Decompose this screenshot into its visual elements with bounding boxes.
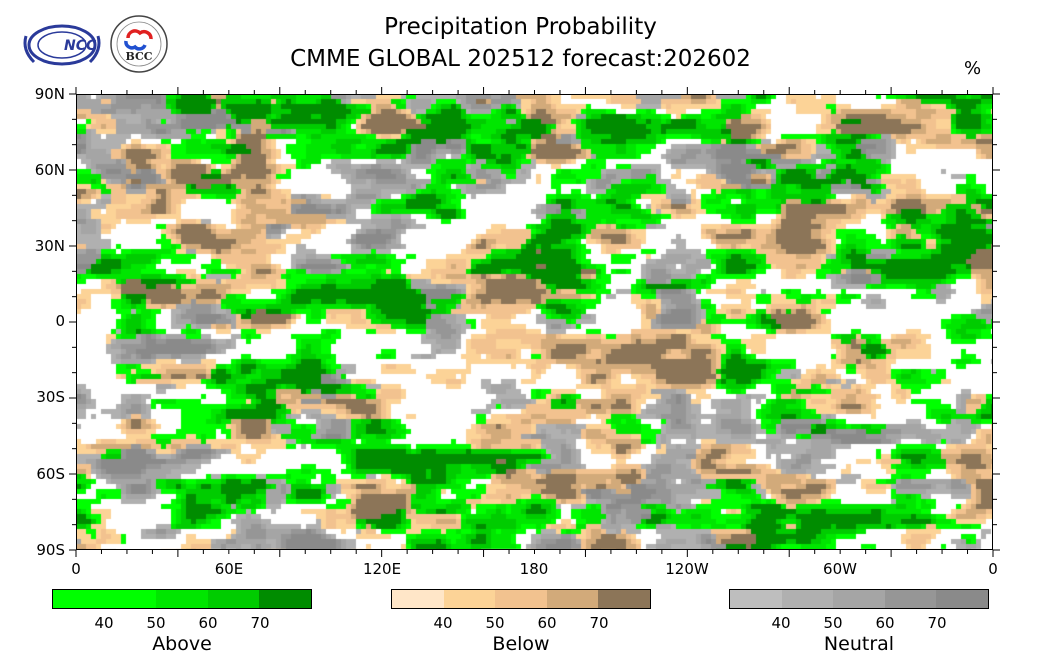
- colorbar-tick-label: 60: [875, 614, 895, 632]
- lat-label: 90N: [34, 85, 65, 103]
- lon-label: 120E: [362, 560, 402, 578]
- colorbar-above: [52, 589, 312, 609]
- lat-label: 90S: [36, 541, 65, 559]
- colorbar-swatch: [259, 590, 311, 608]
- lat-label: 30N: [34, 237, 65, 255]
- colorbar-tick-label: 50: [485, 614, 505, 632]
- lat-label: 30S: [36, 388, 65, 406]
- map-subtitle: CMME GLOBAL 202512 forecast:202602: [290, 46, 751, 72]
- lat-label: 60N: [34, 161, 65, 179]
- lon-label: 60W: [823, 560, 857, 578]
- colorbar-swatch: [781, 590, 834, 608]
- colorbar-swatch: [207, 590, 260, 608]
- colorbar-tick-label: 60: [537, 614, 557, 632]
- colorbar-tick-label: 50: [823, 614, 843, 632]
- lon-label: 120W: [665, 560, 709, 578]
- colorbar-tick-label: 70: [927, 614, 947, 632]
- lat-label: 60S: [36, 465, 65, 483]
- colorbar-title: Neutral: [823, 633, 895, 655]
- ncc-logo: NCC: [23, 24, 101, 66]
- lon-label: 0: [71, 560, 81, 578]
- unit-label: %: [964, 58, 982, 79]
- colorbar-swatch: [53, 590, 105, 608]
- map-title: Precipitation Probability: [384, 14, 657, 40]
- colorbar-below: [391, 589, 651, 609]
- lon-label: 60E: [214, 560, 244, 578]
- colorbar-swatch: [104, 590, 157, 608]
- lon-label: 180: [519, 560, 549, 578]
- colorbar-swatch: [936, 590, 988, 608]
- colorbar-swatch: [495, 590, 547, 608]
- bcc-logo: BCC: [110, 15, 168, 73]
- colorbar-tick-label: 40: [433, 614, 453, 632]
- lat-label: 0: [55, 312, 65, 330]
- colorbar-swatch: [598, 590, 650, 608]
- colorbar-swatch: [546, 590, 599, 608]
- colorbar-neutral: [729, 589, 989, 609]
- colorbar-tick-label: 60: [198, 614, 218, 632]
- svg-text:BCC: BCC: [125, 50, 152, 63]
- colorbar-tick-label: 50: [146, 614, 166, 632]
- colorbar-swatch: [730, 590, 782, 608]
- colorbar-swatch: [833, 590, 885, 608]
- colorbar-swatch: [156, 590, 208, 608]
- colorbar-title: Above: [152, 633, 212, 655]
- colorbar-tick-label: 70: [589, 614, 609, 632]
- colorbar-swatch: [443, 590, 496, 608]
- colorbar-tick-label: 40: [771, 614, 791, 632]
- map-frame: [76, 94, 993, 550]
- svg-text:NCC: NCC: [64, 38, 97, 54]
- lon-label: 0: [988, 560, 998, 578]
- colorbar-swatch: [884, 590, 937, 608]
- colorbar-tick-label: 70: [250, 614, 270, 632]
- colorbar-tick-label: 40: [94, 614, 114, 632]
- colorbar-title: Below: [492, 633, 550, 655]
- colorbar-swatch: [392, 590, 444, 608]
- precip-probability-field: [76, 94, 993, 550]
